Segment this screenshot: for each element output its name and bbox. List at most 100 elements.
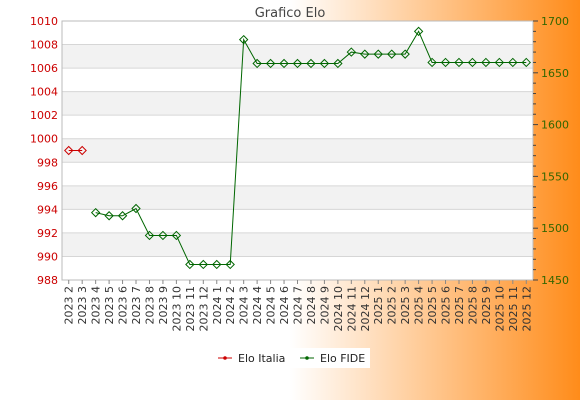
x-axis-tick-label: 2024 4 xyxy=(251,286,264,325)
right-axis-tick-label: 1450 xyxy=(541,274,569,287)
x-axis-tick-label: 2024 9 xyxy=(318,286,331,325)
grid-band xyxy=(62,91,533,116)
series-point xyxy=(494,57,505,68)
left-axis-tick-label: 988 xyxy=(37,274,58,287)
x-axis-tick-label: 2023 5 xyxy=(103,286,116,325)
x-axis-tick-label: 2024 11 xyxy=(345,286,358,332)
grid-band xyxy=(62,44,533,69)
x-axis-tick-label: 2025 1 xyxy=(372,286,385,325)
left-axis-tick-label: 1004 xyxy=(30,86,58,99)
x-axis-tick-label: 2024 10 xyxy=(332,286,345,332)
left-axis-tick-label: 992 xyxy=(37,227,58,240)
grid-band xyxy=(62,232,533,257)
series-point xyxy=(64,145,74,156)
x-axis-tick-label: 2023 6 xyxy=(117,286,130,325)
series-point xyxy=(158,230,168,241)
x-axis-tick-label: 2025 11 xyxy=(507,286,520,332)
series-point xyxy=(333,58,343,69)
series-point xyxy=(225,259,235,270)
x-axis-tick-label: 2023 12 xyxy=(197,286,210,332)
left-axis-tick-label: 1008 xyxy=(30,39,58,52)
series-point xyxy=(144,230,155,241)
series-point xyxy=(117,211,128,221)
right-axis-tick-label: 1500 xyxy=(541,222,569,235)
left-axis-tick-label: 998 xyxy=(37,156,58,169)
legend-box xyxy=(210,348,370,368)
series-point xyxy=(90,207,101,218)
series-point xyxy=(306,58,316,69)
series-point xyxy=(212,259,222,270)
series-point xyxy=(77,145,87,156)
series-point xyxy=(238,34,249,45)
x-axis-tick-label: 2025 5 xyxy=(426,286,439,325)
x-axis-tick-label: 2024 5 xyxy=(265,286,278,325)
series-point xyxy=(481,57,491,68)
left-axis-tick-label: 1002 xyxy=(30,109,58,122)
series-point xyxy=(198,259,209,270)
series-point xyxy=(319,58,330,69)
x-axis-tick-label: 2024 8 xyxy=(305,286,318,325)
x-axis-tick-label: 2023 4 xyxy=(90,286,103,325)
series-point xyxy=(467,57,478,68)
right-axis-tick-label: 1650 xyxy=(541,67,569,80)
x-axis-tick-label: 2023 3 xyxy=(76,286,89,325)
series-point xyxy=(427,57,437,68)
chart-title: Grafico Elo xyxy=(255,6,326,21)
x-axis-tick-label: 2023 10 xyxy=(170,286,183,332)
legend: Elo Italia Elo FIDE xyxy=(210,348,370,368)
left-axis-tick-label: 990 xyxy=(37,250,58,263)
series-point xyxy=(265,58,276,69)
left-axis-tick-label: 1000 xyxy=(30,133,58,146)
x-axis-tick-label: 2023 11 xyxy=(184,286,197,332)
x-axis-tick-label: 2025 7 xyxy=(453,286,466,325)
x-axis-tick-label: 2024 3 xyxy=(238,286,251,325)
series-point xyxy=(131,203,141,214)
series-point xyxy=(360,49,370,59)
x-axis-tick-label: 2025 8 xyxy=(466,286,479,325)
x-axis-tick-label: 2025 2 xyxy=(386,286,399,325)
series-point xyxy=(521,57,531,68)
legend-label[interactable]: Elo FIDE xyxy=(320,352,365,365)
legend-label[interactable]: Elo Italia xyxy=(238,352,285,365)
left-axis-tick-label: 1006 xyxy=(30,62,58,75)
series-point xyxy=(279,58,289,69)
x-axis-tick-label: 2023 7 xyxy=(130,286,143,325)
series-point xyxy=(185,259,195,270)
x-axis-tick-label: 2025 10 xyxy=(493,286,506,332)
grid-band xyxy=(62,185,533,210)
x-axis-tick-label: 2025 4 xyxy=(413,286,426,325)
grid-band xyxy=(62,138,533,163)
left-axis-tick-label: 1010 xyxy=(30,15,58,28)
left-axis-tick-label: 994 xyxy=(37,203,58,216)
x-axis-tick-label: 2023 2 xyxy=(63,286,76,325)
series-point xyxy=(346,47,357,57)
series-point xyxy=(440,57,451,68)
series-point xyxy=(373,49,383,59)
right-axis-tick-label: 1600 xyxy=(541,119,569,132)
series-point xyxy=(252,58,262,69)
x-axis-tick-label: 2025 12 xyxy=(520,286,533,332)
x-axis-tick-label: 2025 9 xyxy=(480,286,493,325)
legend-marker xyxy=(223,356,227,360)
x-axis-tick-label: 2023 8 xyxy=(143,286,156,325)
x-axis-tick-label: 2023 9 xyxy=(157,286,170,325)
right-axis-tick-label: 1550 xyxy=(541,170,569,183)
series-point xyxy=(386,49,397,59)
legend-marker xyxy=(305,356,309,360)
x-axis-tick-label: 2024 1 xyxy=(211,286,224,325)
series-point xyxy=(454,57,464,68)
series-point xyxy=(292,58,303,69)
x-axis-tick-label: 2025 6 xyxy=(440,286,453,325)
right-axis-tick-label: 1700 xyxy=(541,15,569,28)
x-axis-tick-label: 2025 3 xyxy=(399,286,412,325)
plot-area: 988 990 992 994 996 998 1000 1002 1004 1006 1008 10… xyxy=(30,15,569,332)
x-axis-tick-label: 2024 7 xyxy=(292,286,305,325)
x-axis-tick-label: 2024 2 xyxy=(224,286,237,325)
left-axis-tick-label: 996 xyxy=(37,180,58,193)
series-point xyxy=(104,211,114,221)
series-point xyxy=(413,26,424,37)
x-axis-tick-label: 2024 12 xyxy=(359,286,372,332)
series-point xyxy=(400,49,410,59)
